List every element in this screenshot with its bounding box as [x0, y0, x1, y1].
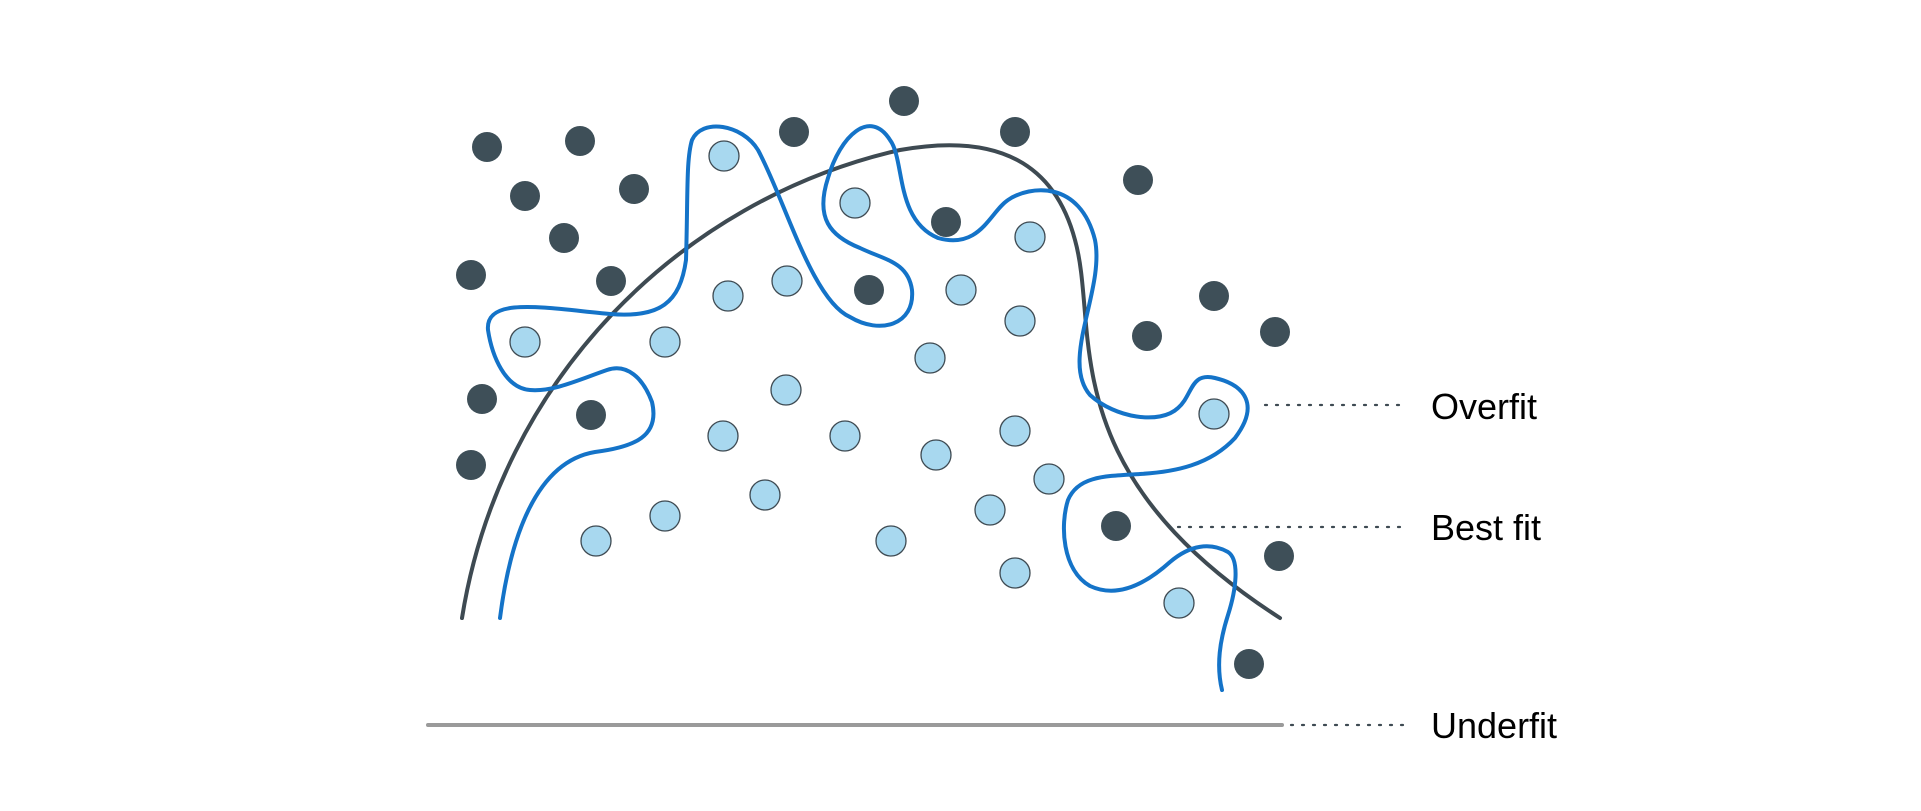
light-point [1163, 587, 1195, 619]
dark-point [472, 132, 502, 162]
light-point [839, 187, 871, 219]
dark-point [1000, 117, 1030, 147]
light-point [771, 265, 803, 297]
light-point [999, 415, 1031, 447]
underfit-label: Underfit [1431, 705, 1557, 746]
best-fit-label: Best fit [1431, 507, 1541, 548]
overfit-label: Overfit [1431, 386, 1537, 427]
overfit-curve [485, 124, 1250, 692]
light-point [649, 326, 681, 358]
light-point [770, 374, 802, 406]
light-point [712, 280, 744, 312]
dark-point [456, 260, 486, 290]
dark-point [1132, 321, 1162, 351]
light-point [999, 557, 1031, 589]
light-point [829, 420, 861, 452]
dark-point [456, 450, 486, 480]
dark-point [1264, 541, 1294, 571]
dark-point [467, 384, 497, 414]
dark-points [456, 86, 1294, 679]
dark-point [1199, 281, 1229, 311]
light-point [974, 494, 1006, 526]
dark-point [1234, 649, 1264, 679]
light-points [509, 140, 1230, 619]
light-point [509, 326, 541, 358]
light-point [1198, 398, 1230, 430]
dark-point [854, 275, 884, 305]
dark-point [549, 223, 579, 253]
light-point [649, 500, 681, 532]
light-point [920, 439, 952, 471]
dark-point [510, 181, 540, 211]
dark-point [889, 86, 919, 116]
light-point [749, 479, 781, 511]
dark-point [779, 117, 809, 147]
light-point [914, 342, 946, 374]
dark-point [565, 126, 595, 156]
dark-point [619, 174, 649, 204]
dark-point [931, 207, 961, 237]
light-point [708, 140, 740, 172]
light-point [580, 525, 612, 557]
light-point [1004, 305, 1036, 337]
best-fit-curve [460, 143, 1282, 620]
light-point [1014, 221, 1046, 253]
dark-point [576, 400, 606, 430]
light-point [1033, 463, 1065, 495]
light-point [945, 274, 977, 306]
light-point [707, 420, 739, 452]
light-point [875, 525, 907, 557]
dark-point [1101, 511, 1131, 541]
dark-point [596, 266, 626, 296]
dark-point [1260, 317, 1290, 347]
dark-point [1123, 165, 1153, 195]
